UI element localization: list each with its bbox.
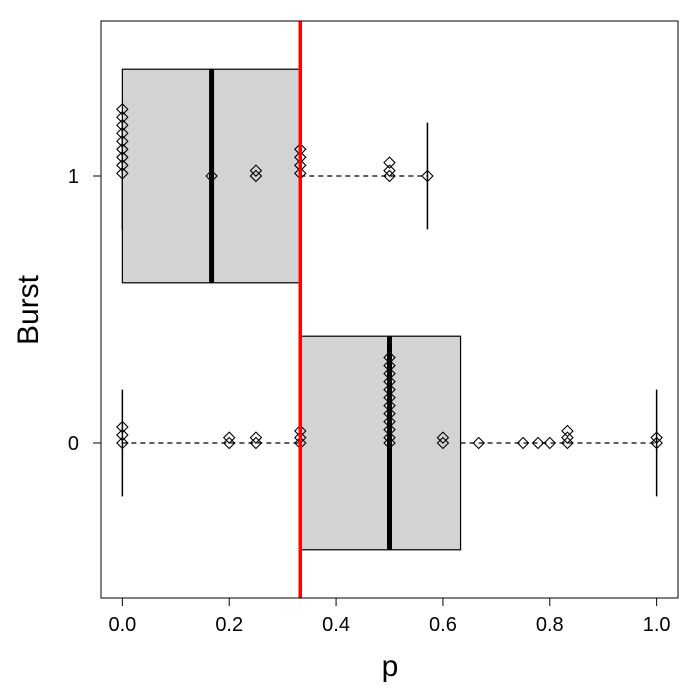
points-layer <box>116 102 663 450</box>
data-point <box>383 415 396 428</box>
y-axis-title: Burst <box>12 274 45 345</box>
data-point <box>116 167 129 180</box>
data-point <box>383 431 396 444</box>
data-point <box>472 436 485 450</box>
data-point <box>116 135 129 148</box>
boxes-layer <box>121 68 658 551</box>
axes-layer: 0.0 0.2 0.4 0.6 0.8 1.0 0 1 <box>68 166 671 636</box>
data-point <box>543 436 557 450</box>
x-tick-label: 0.4 <box>322 614 350 636</box>
data-point <box>561 424 574 438</box>
data-point <box>222 436 236 450</box>
data-point <box>650 431 663 444</box>
data-point <box>383 375 396 388</box>
data-point <box>116 118 129 132</box>
data-point <box>650 436 663 450</box>
data-point <box>116 127 129 140</box>
x-tick-label: 0.2 <box>215 614 243 636</box>
data-point <box>421 169 434 183</box>
y-tick-label: 0 <box>68 433 79 455</box>
data-point <box>116 436 129 450</box>
data-point <box>116 159 129 172</box>
x-axis-title: p <box>382 650 399 683</box>
data-point <box>205 169 218 183</box>
data-point <box>561 431 574 444</box>
data-point <box>436 431 450 444</box>
data-point <box>116 102 129 116</box>
data-point <box>383 164 396 177</box>
data-point <box>383 351 396 364</box>
data-point <box>383 407 396 420</box>
x-tick-label: 1.0 <box>643 614 671 636</box>
data-point <box>116 151 129 164</box>
data-point <box>516 436 530 450</box>
y-tick-label: 1 <box>68 166 79 188</box>
data-point <box>383 169 396 183</box>
data-point <box>383 156 396 169</box>
data-point <box>383 359 396 372</box>
data-point <box>531 436 545 450</box>
data-point <box>383 391 396 404</box>
box-0 <box>299 335 462 551</box>
data-point <box>383 399 396 412</box>
data-point <box>116 110 129 124</box>
data-point <box>116 420 129 434</box>
data-point <box>436 436 450 450</box>
data-point <box>249 164 263 177</box>
data-point <box>116 428 129 442</box>
x-tick-label: 0.0 <box>108 614 136 636</box>
data-point <box>116 143 129 156</box>
data-point <box>249 431 263 444</box>
data-point <box>383 436 396 450</box>
x-tick-label: 0.8 <box>536 614 564 636</box>
data-point <box>383 367 396 380</box>
data-point <box>249 436 263 450</box>
data-point <box>383 423 396 436</box>
data-point <box>249 169 263 183</box>
x-tick-label: 0.6 <box>429 614 457 636</box>
data-point <box>561 436 574 450</box>
data-point <box>383 383 396 396</box>
data-point <box>222 431 236 444</box>
